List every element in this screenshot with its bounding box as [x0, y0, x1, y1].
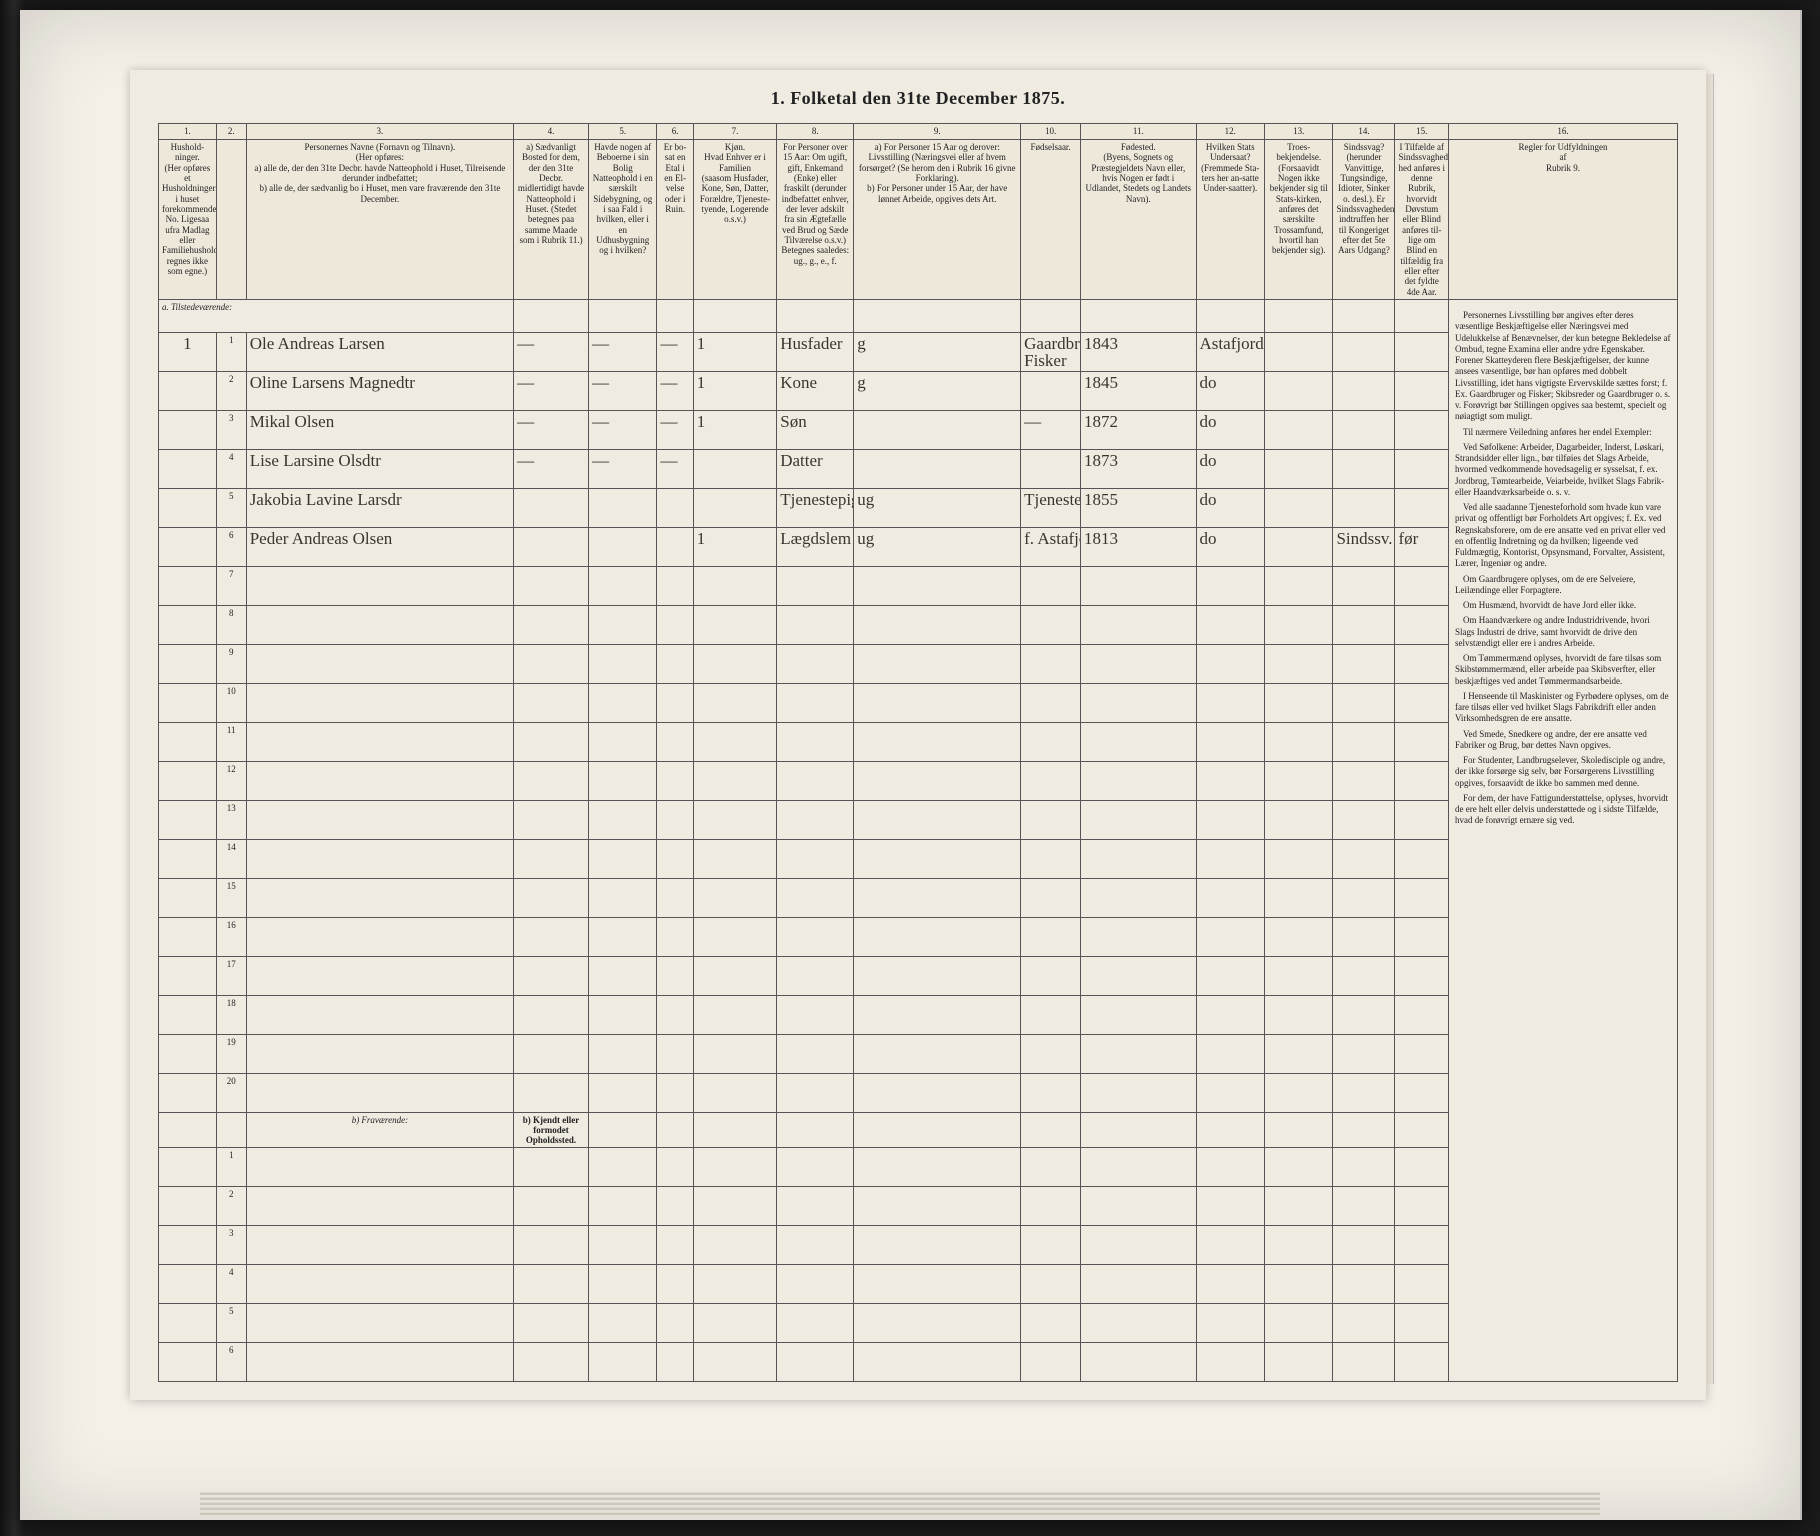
page-stack-edges — [200, 1490, 1600, 1514]
census-page: 1. Folketal den 31te December 1875. 1.2.… — [130, 70, 1706, 1400]
col-num: 13. — [1264, 124, 1332, 140]
col-num: 11. — [1081, 124, 1197, 140]
col-head — [216, 140, 246, 300]
col-head: I Tilfælde af Sindssvaghed/Døvstum-hed a… — [1395, 140, 1448, 300]
col-head: Hushold-ninger.(Her opføres et Husholdni… — [159, 140, 217, 300]
col-head: Regler for UdfyldningenafRubrik 9. — [1448, 140, 1677, 300]
col-head: Fødested.(Byens, Sognets og Præstegjelde… — [1081, 140, 1197, 300]
col-num: 16. — [1448, 124, 1677, 140]
col-num: 14. — [1333, 124, 1395, 140]
col-num: 6. — [657, 124, 693, 140]
col-head: a) For Personer 15 Aar og derover: Livss… — [854, 140, 1021, 300]
page-edge — [1707, 74, 1714, 1384]
section-a-label: a. Tilstedeværende:Personernes Livsstill… — [159, 300, 1678, 333]
table-body: a. Tilstedeværende:Personernes Livsstill… — [159, 300, 1678, 1382]
col-head: Sindssvag? (herunder Vanvittige, Tungsin… — [1333, 140, 1395, 300]
col-num: 8. — [777, 124, 854, 140]
col-num: 7. — [693, 124, 776, 140]
col-head: Hvilken Stats Undersaat?(Fremmede Sta-te… — [1196, 140, 1264, 300]
col-num: 15. — [1395, 124, 1448, 140]
col-num: 12. — [1196, 124, 1264, 140]
col-num: 4. — [514, 124, 589, 140]
col-head: Fødselsaar. — [1021, 140, 1081, 300]
col-head: Troes-bekjendelse. (Forsaavidt Nogen ikk… — [1264, 140, 1332, 300]
col-head: Kjøn.Hvad Enhver er i Familien(saasom Hu… — [693, 140, 776, 300]
col-num: 5. — [588, 124, 656, 140]
census-table: 1.2.3.4.5.6.7.8.9.10.11.12.13.14.15.16. … — [158, 123, 1678, 1382]
col-head: Er bo-sat enEtal ien El-velseoder iRuin. — [657, 140, 693, 300]
col-head: a) Sædvanligt Bosted for dem, der den 31… — [514, 140, 589, 300]
photo-frame: 1. Folketal den 31te December 1875. 1.2.… — [20, 10, 1802, 1520]
header-row-labels: Hushold-ninger.(Her opføres et Husholdni… — [159, 140, 1678, 300]
col-num: 3. — [246, 124, 513, 140]
header-row-numbers: 1.2.3.4.5.6.7.8.9.10.11.12.13.14.15.16. — [159, 124, 1678, 140]
col-num: 10. — [1021, 124, 1081, 140]
col-num: 9. — [854, 124, 1021, 140]
rules-cell: Personernes Livsstilling bør angives eft… — [1448, 300, 1677, 1382]
col-head: Personernes Navne (Fornavn og Tilnavn).(… — [246, 140, 513, 300]
col-num: 1. — [159, 124, 217, 140]
page-title: 1. Folketal den 31te December 1875. — [130, 70, 1706, 123]
col-num: 2. — [216, 124, 246, 140]
col-head: Havde nogen af Beboerne i sin Bolig Natt… — [588, 140, 656, 300]
col-head: For Personer over 15 Aar: Om ugift, gift… — [777, 140, 854, 300]
